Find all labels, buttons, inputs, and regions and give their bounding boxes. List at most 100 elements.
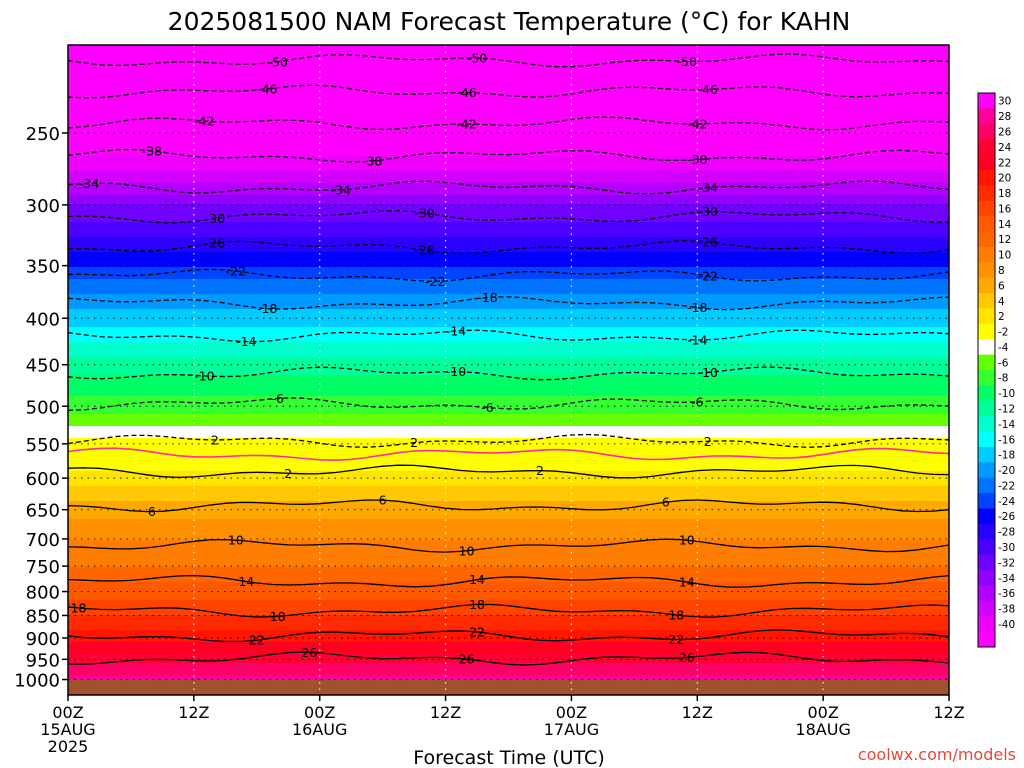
y-tick-label: 1000 bbox=[14, 671, 60, 692]
temperature-band bbox=[68, 279, 949, 283]
temperature-band bbox=[68, 174, 949, 178]
temperature-band bbox=[68, 672, 949, 676]
temperature-band bbox=[68, 651, 949, 655]
temperature-band bbox=[68, 159, 949, 163]
temperature-band bbox=[68, 252, 949, 256]
contour-label: 22 bbox=[249, 633, 265, 648]
temperature-band bbox=[68, 276, 949, 280]
temperature-band bbox=[68, 399, 949, 403]
contour-line bbox=[68, 464, 949, 479]
x-tick-label: 12Z bbox=[430, 703, 461, 722]
legend-swatch bbox=[978, 523, 995, 540]
y-tick-label: 550 bbox=[26, 435, 60, 456]
temperature-band bbox=[68, 222, 949, 226]
y-tick-label: 750 bbox=[26, 557, 60, 578]
temperature-band bbox=[68, 501, 949, 505]
temperature-band bbox=[68, 576, 949, 580]
temperature-band bbox=[68, 45, 949, 49]
temperature-band bbox=[68, 201, 949, 205]
legend-tick-label: -26 bbox=[998, 511, 1015, 523]
legend-tick-label: 20 bbox=[998, 173, 1011, 185]
temperature-band bbox=[68, 405, 949, 409]
contour-label: -10 bbox=[446, 364, 466, 379]
legend-swatch bbox=[978, 431, 995, 448]
temperature-band bbox=[68, 114, 949, 118]
contour-line bbox=[68, 366, 949, 381]
legend-swatch bbox=[978, 585, 995, 602]
temperature-band bbox=[68, 582, 949, 586]
legend-tick-label: -16 bbox=[998, 434, 1015, 446]
legend-swatch bbox=[978, 400, 995, 417]
temperature-band bbox=[68, 48, 949, 52]
contour-label: 26 bbox=[459, 652, 475, 667]
y-tick-label: 350 bbox=[26, 257, 60, 278]
contour-label: -50 bbox=[268, 54, 288, 69]
temperature-band bbox=[68, 657, 949, 661]
contour-label: 26 bbox=[301, 645, 317, 660]
legend-tick-label: -34 bbox=[998, 573, 1015, 585]
temperature-band bbox=[68, 183, 949, 187]
temperature-band bbox=[68, 324, 949, 328]
legend-swatch bbox=[978, 169, 995, 186]
contour-label: 2 bbox=[410, 435, 418, 450]
legend-swatch bbox=[978, 293, 995, 309]
contour-line bbox=[68, 329, 949, 343]
contour-label: -18 bbox=[477, 290, 497, 305]
contour-label: -38 bbox=[142, 143, 162, 158]
x-tick-label: 12Z bbox=[682, 703, 713, 722]
temperature-band bbox=[68, 288, 949, 292]
temperature-band bbox=[68, 564, 949, 568]
temperature-band bbox=[68, 189, 949, 193]
temperature-band bbox=[68, 351, 949, 355]
contour-line bbox=[68, 84, 949, 99]
temperature-band bbox=[68, 579, 949, 583]
temperature-band bbox=[68, 636, 949, 640]
temperature-band bbox=[68, 591, 949, 595]
temperature-band bbox=[68, 129, 949, 133]
legend-swatch bbox=[978, 416, 995, 433]
temperature-band bbox=[68, 462, 949, 466]
contour-line bbox=[68, 240, 949, 255]
temperature-band bbox=[68, 552, 949, 556]
temperature-band bbox=[68, 366, 949, 370]
temperature-band bbox=[68, 120, 949, 124]
contour-label: -50 bbox=[677, 54, 697, 69]
contour-label: -46 bbox=[698, 82, 718, 97]
temperature-band bbox=[68, 471, 949, 475]
contour-line bbox=[68, 499, 949, 513]
contour-label: 10 bbox=[228, 533, 244, 548]
temperature-band bbox=[68, 195, 949, 199]
legend-frame bbox=[977, 92, 996, 648]
temperature-band bbox=[68, 96, 949, 100]
temperature-band bbox=[68, 489, 949, 493]
temperature-band bbox=[68, 87, 949, 91]
temperature-band bbox=[68, 417, 949, 421]
contour-label: 2 bbox=[284, 466, 292, 481]
temperature-band bbox=[68, 147, 949, 151]
temperature-band bbox=[68, 504, 949, 508]
legend-swatch bbox=[978, 139, 995, 156]
temperature-band bbox=[68, 447, 949, 451]
legend-tick-label: 26 bbox=[998, 126, 1012, 138]
legend-swatch bbox=[978, 508, 995, 525]
legend-tick-label: 18 bbox=[998, 188, 1011, 200]
contour-label: -38 bbox=[687, 152, 707, 167]
legend-swatch bbox=[978, 93, 995, 109]
contour-line bbox=[68, 447, 949, 462]
temperature-band bbox=[68, 216, 949, 220]
temperature-band bbox=[68, 525, 949, 529]
contour-label: -14 bbox=[687, 333, 707, 348]
temperature-band bbox=[68, 210, 949, 214]
contour-line bbox=[68, 180, 949, 195]
legend-tick-label: -18 bbox=[998, 450, 1015, 462]
legend-swatch bbox=[978, 262, 995, 279]
temperature-band bbox=[68, 255, 949, 259]
legend-swatch bbox=[978, 200, 995, 217]
contour-line bbox=[68, 397, 949, 411]
legend-tick-label: -38 bbox=[998, 604, 1015, 616]
legend-tick-label: -14 bbox=[998, 419, 1015, 431]
contour-label: -30 bbox=[698, 204, 718, 219]
temperature-band bbox=[68, 162, 949, 166]
